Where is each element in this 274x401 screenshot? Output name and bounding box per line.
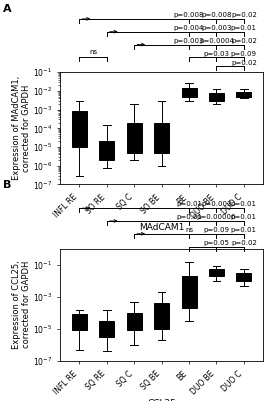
Text: p=0.004: p=0.004	[174, 25, 204, 31]
PathPatch shape	[127, 313, 142, 330]
Text: p=0.02: p=0.02	[231, 240, 257, 246]
Text: p=0.05: p=0.05	[204, 240, 229, 246]
Text: p=0.01: p=0.01	[231, 25, 257, 31]
Text: p=0.09: p=0.09	[231, 51, 257, 57]
PathPatch shape	[154, 303, 169, 329]
Text: p=0.0004: p=0.0004	[199, 38, 234, 44]
Text: p=0.00006: p=0.00006	[197, 214, 236, 220]
Text: p=0.003: p=0.003	[201, 201, 232, 207]
PathPatch shape	[72, 314, 87, 330]
Text: p=0.01: p=0.01	[231, 227, 257, 233]
Text: p=0.01: p=0.01	[176, 214, 202, 220]
Text: p=0.003: p=0.003	[174, 38, 204, 44]
Text: p=0.003: p=0.003	[201, 25, 232, 31]
PathPatch shape	[99, 142, 114, 160]
X-axis label: CCL25: CCL25	[147, 399, 176, 401]
Text: B: B	[3, 180, 11, 190]
Text: p=0.01: p=0.01	[231, 214, 257, 220]
PathPatch shape	[236, 273, 251, 281]
Text: p=0.008: p=0.008	[174, 12, 204, 18]
PathPatch shape	[181, 276, 196, 308]
PathPatch shape	[209, 269, 224, 276]
Text: p=0.09: p=0.09	[204, 227, 229, 233]
PathPatch shape	[154, 123, 169, 153]
Text: p=0.01: p=0.01	[176, 201, 202, 207]
Text: A: A	[3, 4, 11, 14]
Text: p=0.008: p=0.008	[201, 12, 232, 18]
Text: p=0.01: p=0.01	[231, 201, 257, 207]
Y-axis label: Expression of CCL25,
corrected for GAPDH: Expression of CCL25, corrected for GAPDH	[12, 260, 31, 349]
Text: ns: ns	[89, 49, 97, 55]
PathPatch shape	[99, 321, 114, 337]
Text: p=0.02: p=0.02	[231, 12, 257, 18]
PathPatch shape	[236, 92, 251, 97]
Text: ns: ns	[185, 227, 193, 233]
Text: p=0.02: p=0.02	[231, 38, 257, 44]
PathPatch shape	[127, 123, 142, 153]
PathPatch shape	[72, 111, 87, 147]
PathPatch shape	[181, 87, 196, 97]
X-axis label: MAdCAM1: MAdCAM1	[139, 223, 184, 232]
Text: p=0.03: p=0.03	[204, 51, 229, 57]
Text: p=0.02: p=0.02	[231, 59, 257, 65]
PathPatch shape	[209, 93, 224, 101]
Y-axis label: Expression of MAdCAM1,
corrected for GAPDH: Expression of MAdCAM1, corrected for GAP…	[12, 76, 31, 180]
